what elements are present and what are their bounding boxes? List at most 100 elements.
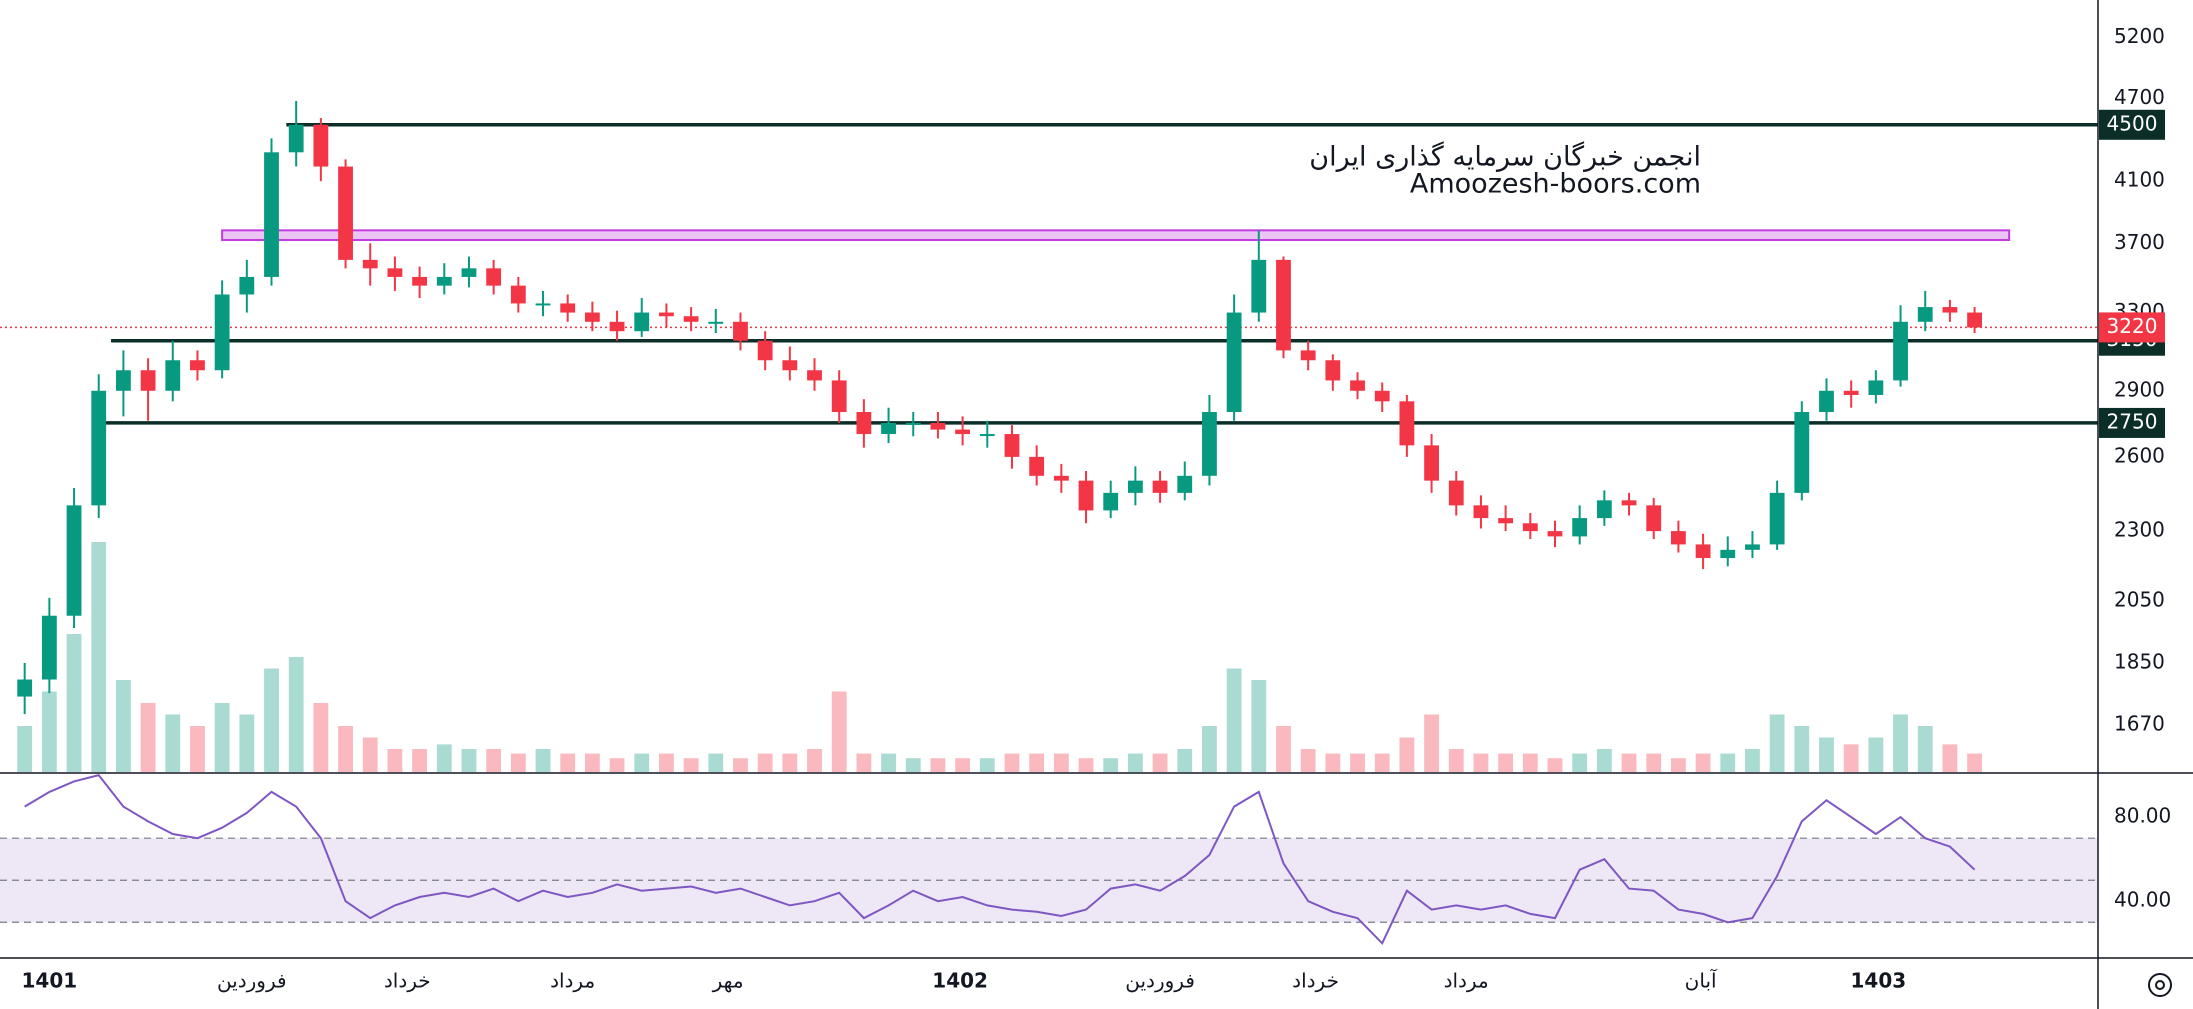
level-label: 4500 <box>2107 111 2158 135</box>
volume-bar <box>1325 753 1341 772</box>
candle-body <box>1448 480 1464 506</box>
candle-body <box>659 312 674 317</box>
volume-bar <box>1374 753 1390 772</box>
rsi-line <box>24 773 1976 946</box>
candle-body <box>584 312 600 322</box>
candle-body <box>461 268 477 277</box>
candle-body <box>856 412 872 435</box>
candle-body <box>1004 434 1020 457</box>
candle-body <box>1967 312 1982 328</box>
x-tick-label: فروردین <box>1125 969 1195 993</box>
volume-bar <box>584 753 600 772</box>
volume-bar <box>288 657 304 772</box>
volume-bar <box>905 758 921 772</box>
y-tick-label: 2900 <box>2114 377 2165 401</box>
level-label-box <box>2099 109 2165 140</box>
volume-bar <box>856 753 872 772</box>
y-tick-label: 1850 <box>2114 649 2165 673</box>
candle-body <box>1720 549 1736 559</box>
candle-body <box>1473 505 1489 519</box>
candle-body <box>17 679 33 697</box>
watermark-text: انجمن خبرگان سرمایه گذاری ایران <box>1309 141 1701 173</box>
volume-bar <box>461 749 477 772</box>
volume-bar <box>1473 753 1489 772</box>
volume-bar <box>1004 753 1020 772</box>
volume-bar <box>683 758 699 772</box>
volume-bar <box>1621 753 1637 772</box>
volume-bar <box>1103 758 1119 772</box>
candle-body <box>560 303 576 313</box>
candle-body <box>1300 350 1316 361</box>
volume-bar <box>510 753 526 772</box>
volume-bar <box>634 753 650 772</box>
volume-bar <box>1670 758 1686 772</box>
volume-bar <box>91 542 107 772</box>
candle-body <box>1893 321 1908 381</box>
volume-bar <box>165 714 181 772</box>
volume-bar <box>807 749 822 772</box>
candle-body <box>140 370 156 391</box>
volume-bar <box>1794 726 1810 772</box>
candle-body <box>1670 531 1686 545</box>
volume-bar <box>1720 753 1736 772</box>
volume-bar <box>831 691 847 772</box>
candle-body <box>1646 505 1662 532</box>
candle-body <box>1695 544 1711 559</box>
candle-body <box>412 276 428 286</box>
volume-bar <box>535 749 551 772</box>
volume-bar <box>1572 753 1588 772</box>
candle-body <box>1202 412 1217 476</box>
volume-bar <box>1745 749 1760 772</box>
volume-bar <box>560 753 576 772</box>
y-tick-label: 2600 <box>2114 443 2165 467</box>
candle-body <box>1843 390 1859 395</box>
volume-bar <box>1498 753 1514 772</box>
settings-icon-core[interactable] <box>2155 980 2165 990</box>
candle-body <box>1596 500 1612 519</box>
candle-body <box>165 360 181 391</box>
candle-body <box>66 505 82 616</box>
candle-body <box>634 312 650 332</box>
volume-bar <box>1399 737 1415 772</box>
candle-body <box>757 340 773 361</box>
candle-body <box>1917 307 1933 322</box>
candle-body <box>905 422 921 425</box>
settings-icon[interactable] <box>2148 973 2172 997</box>
candle-body <box>1572 518 1588 537</box>
volume-bar <box>313 703 329 772</box>
candle-body <box>41 615 57 680</box>
volume-bar <box>17 726 33 772</box>
x-tick-label: 1402 <box>932 969 988 993</box>
level-label-box <box>2099 407 2165 438</box>
x-tick-label: آبان <box>1685 968 1718 993</box>
volume-bar <box>979 758 995 772</box>
candle-body <box>955 429 971 435</box>
volume-bar <box>1276 726 1291 772</box>
volume-bar <box>1695 753 1711 772</box>
volume-bar <box>1226 668 1242 772</box>
volume-bar <box>239 714 255 772</box>
volume-bar <box>1769 714 1785 772</box>
x-tick-label: 1403 <box>1850 969 1906 993</box>
y-tick-label: 1670 <box>2114 711 2165 735</box>
volume-bar <box>955 758 971 772</box>
candle-body <box>116 370 131 391</box>
candle-body <box>930 422 946 430</box>
candle-body <box>807 370 822 381</box>
volume-bar <box>190 726 205 772</box>
settings-icon-ring[interactable] <box>2148 973 2172 997</box>
x-tick-label: مهر <box>712 969 744 993</box>
x-tick-label: خرداد <box>384 969 431 993</box>
resistance-zone <box>221 229 2011 242</box>
candle-body <box>1522 523 1538 532</box>
volume-bar <box>782 753 798 772</box>
volume-bar <box>362 737 378 772</box>
candle-body <box>387 268 403 277</box>
candle-body <box>264 152 279 277</box>
volume-bar <box>733 758 748 772</box>
last-price-box <box>2099 312 2165 343</box>
rsi-tick-label: 80.00 <box>2114 804 2171 828</box>
volume-bar <box>1522 753 1538 772</box>
